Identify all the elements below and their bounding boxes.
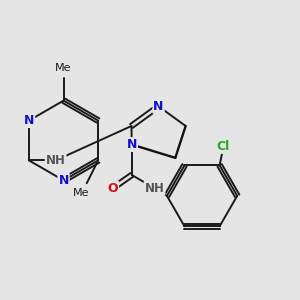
Text: Me: Me: [55, 63, 72, 73]
Text: O: O: [107, 182, 118, 195]
Text: N: N: [153, 100, 164, 113]
Text: N: N: [127, 138, 137, 151]
Text: Cl: Cl: [217, 140, 230, 153]
Text: NH: NH: [145, 182, 164, 195]
Text: Me: Me: [73, 188, 89, 198]
Text: NH: NH: [46, 154, 66, 167]
Text: N: N: [24, 114, 34, 127]
Text: N: N: [58, 174, 69, 187]
